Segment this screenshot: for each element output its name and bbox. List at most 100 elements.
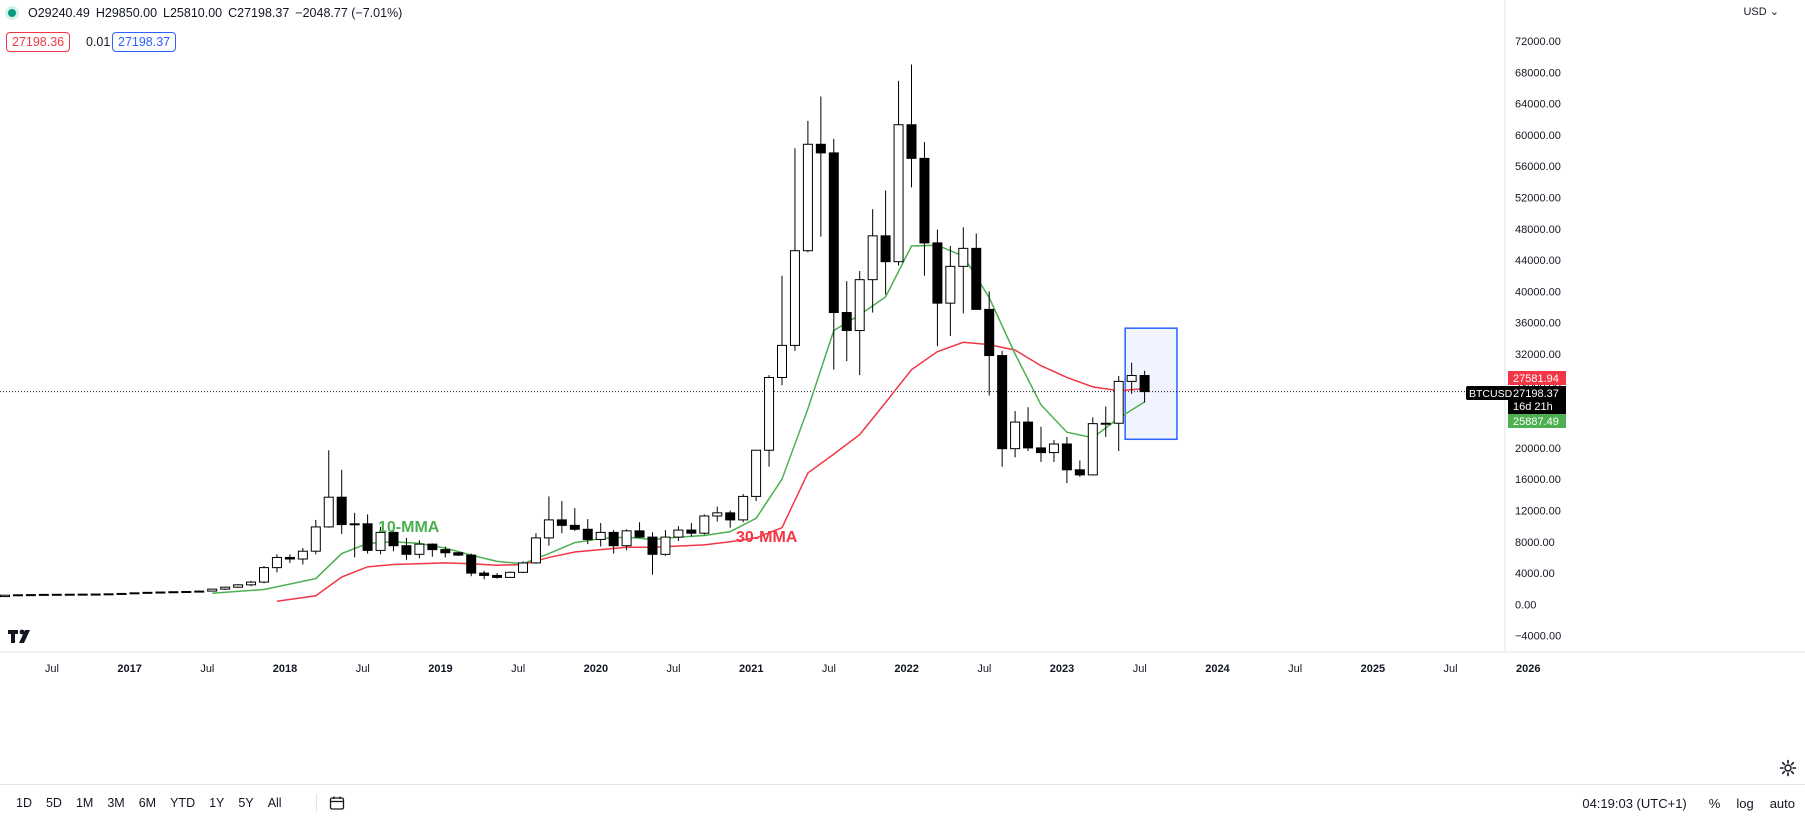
x-tick-label: Jul (822, 663, 836, 675)
candle-up (181, 590, 192, 593)
candle-up (51, 593, 62, 596)
candle-down (971, 247, 982, 310)
candle-up (1113, 380, 1124, 424)
y-tick-label: 4000.00 (1515, 568, 1555, 580)
x-tick-label: 2024 (1205, 663, 1230, 675)
candle-up (867, 235, 878, 281)
last-price-badge-bg (1508, 386, 1566, 414)
candle-up (116, 592, 127, 595)
candle-up (349, 523, 360, 526)
auto-scale-toggle[interactable]: auto (1769, 795, 1795, 811)
candle-up (595, 531, 606, 540)
candle-up (310, 526, 321, 552)
candle-down (1036, 447, 1046, 454)
y-tick-label: −4000.00 (1515, 631, 1561, 643)
clock-display[interactable]: 04:19:03 (UTC+1) (1582, 795, 1687, 811)
y-tick-label: 48000.00 (1515, 224, 1561, 236)
candle-up (518, 562, 528, 573)
x-tick-label: Jul (1133, 663, 1147, 675)
candle-down (725, 512, 736, 521)
candle-up (233, 584, 244, 588)
candle-up (12, 594, 23, 597)
candle-up (103, 593, 114, 596)
ohlc-open: O29240.49 (28, 6, 90, 20)
range-5y-button[interactable]: 5Y (238, 796, 254, 810)
range-1y-button[interactable]: 1Y (209, 796, 225, 810)
candle-down (828, 152, 839, 314)
range-3m-button[interactable]: 3M (107, 796, 125, 810)
candle-up (699, 515, 710, 534)
symbol-badge: BTCUSD (1469, 388, 1513, 400)
candle-down (492, 574, 503, 578)
candle-up (0, 594, 10, 598)
x-tick-label: Jul (200, 663, 214, 675)
y-tick-label: 60000.00 (1515, 130, 1561, 142)
candle-down (284, 556, 295, 560)
x-tick-label: Jul (356, 663, 370, 675)
range-ytd-button[interactable]: YTD (170, 796, 196, 810)
candle-down (362, 523, 373, 551)
bid-price-button[interactable]: 27198.36 (6, 32, 71, 52)
candle-up (712, 512, 723, 517)
ma10-price-badge: 25887.49 (1513, 416, 1559, 428)
x-tick-label: 2020 (584, 663, 608, 675)
calendar-goto-icon[interactable] (315, 794, 347, 812)
x-tick-label: 2022 (894, 663, 918, 675)
candle-up (1010, 421, 1021, 450)
x-tick-label: Jul (1444, 663, 1458, 675)
ohlc-change: −2048.77 (−7.01%) (295, 6, 403, 20)
settings-gear-icon[interactable] (1779, 759, 1797, 782)
ma10-annotation: 10-MMA (378, 519, 440, 536)
tradingview-logo-icon[interactable] (8, 628, 36, 649)
y-tick-label: 20000.00 (1515, 443, 1561, 455)
candle-down (880, 235, 891, 263)
candle-up (802, 143, 813, 252)
y-tick-label: 64000.00 (1515, 99, 1561, 111)
range-all-button[interactable]: All (267, 796, 282, 810)
log-scale-toggle[interactable]: log (1736, 795, 1754, 811)
candle-down (1023, 421, 1034, 449)
candle-down (582, 528, 593, 540)
currency-selector[interactable]: USD ⌄ (1743, 5, 1779, 18)
price-chart[interactable]: 72000.00 68000.00 64000.00 60000.00 56000.00… (0, 0, 1805, 785)
bottom-toolbar: 1D 5D 1M 3M 6M YTD 1Y 5Y All 04:19:03 (U… (0, 784, 1805, 821)
candle-up (1087, 423, 1098, 476)
candle-down (932, 242, 943, 304)
last-price-badge: 27198.37 (1513, 388, 1559, 400)
ohlc-high: H29850.00 (95, 6, 158, 20)
candle-down (815, 143, 826, 154)
candle-up (375, 531, 386, 551)
range-6m-button[interactable]: 6M (138, 796, 157, 810)
range-1m-button[interactable]: 1M (75, 796, 94, 810)
y-tick-label: 0.00 (1515, 599, 1536, 611)
ask-price-button[interactable]: 27198.37 (112, 32, 177, 52)
candle-down (336, 496, 347, 526)
candle-up (155, 591, 166, 594)
candle-up (129, 592, 140, 595)
x-tick-label: 2021 (739, 663, 763, 675)
candle-up (207, 588, 218, 592)
x-tick-label: Jul (511, 663, 525, 675)
candle-down (841, 312, 852, 332)
candle-down (556, 519, 567, 526)
candle-up (945, 265, 956, 304)
candle-up (751, 449, 762, 497)
y-tick-label: 12000.00 (1515, 506, 1561, 518)
y-tick-label: 8000.00 (1515, 537, 1555, 549)
candle-down (466, 554, 477, 574)
y-tick-label: 52000.00 (1515, 193, 1561, 205)
range-5d-button[interactable]: 5D (45, 796, 62, 810)
ma30-annotation: 30-MMA (736, 529, 798, 546)
percent-scale-toggle[interactable]: % (1708, 795, 1721, 811)
spread-value: 0.01 (80, 32, 117, 52)
status-dot-icon (8, 9, 16, 17)
candle-down (1139, 375, 1150, 393)
candle-down (608, 531, 619, 547)
candle-up (271, 556, 282, 569)
x-tick-label: Jul (667, 663, 681, 675)
candle-down (634, 530, 645, 538)
y-tick-label: 44000.00 (1515, 255, 1561, 267)
range-1d-button[interactable]: 1D (16, 796, 32, 810)
candle-down (401, 545, 412, 555)
ma30-price-badge-bg (1508, 371, 1566, 385)
